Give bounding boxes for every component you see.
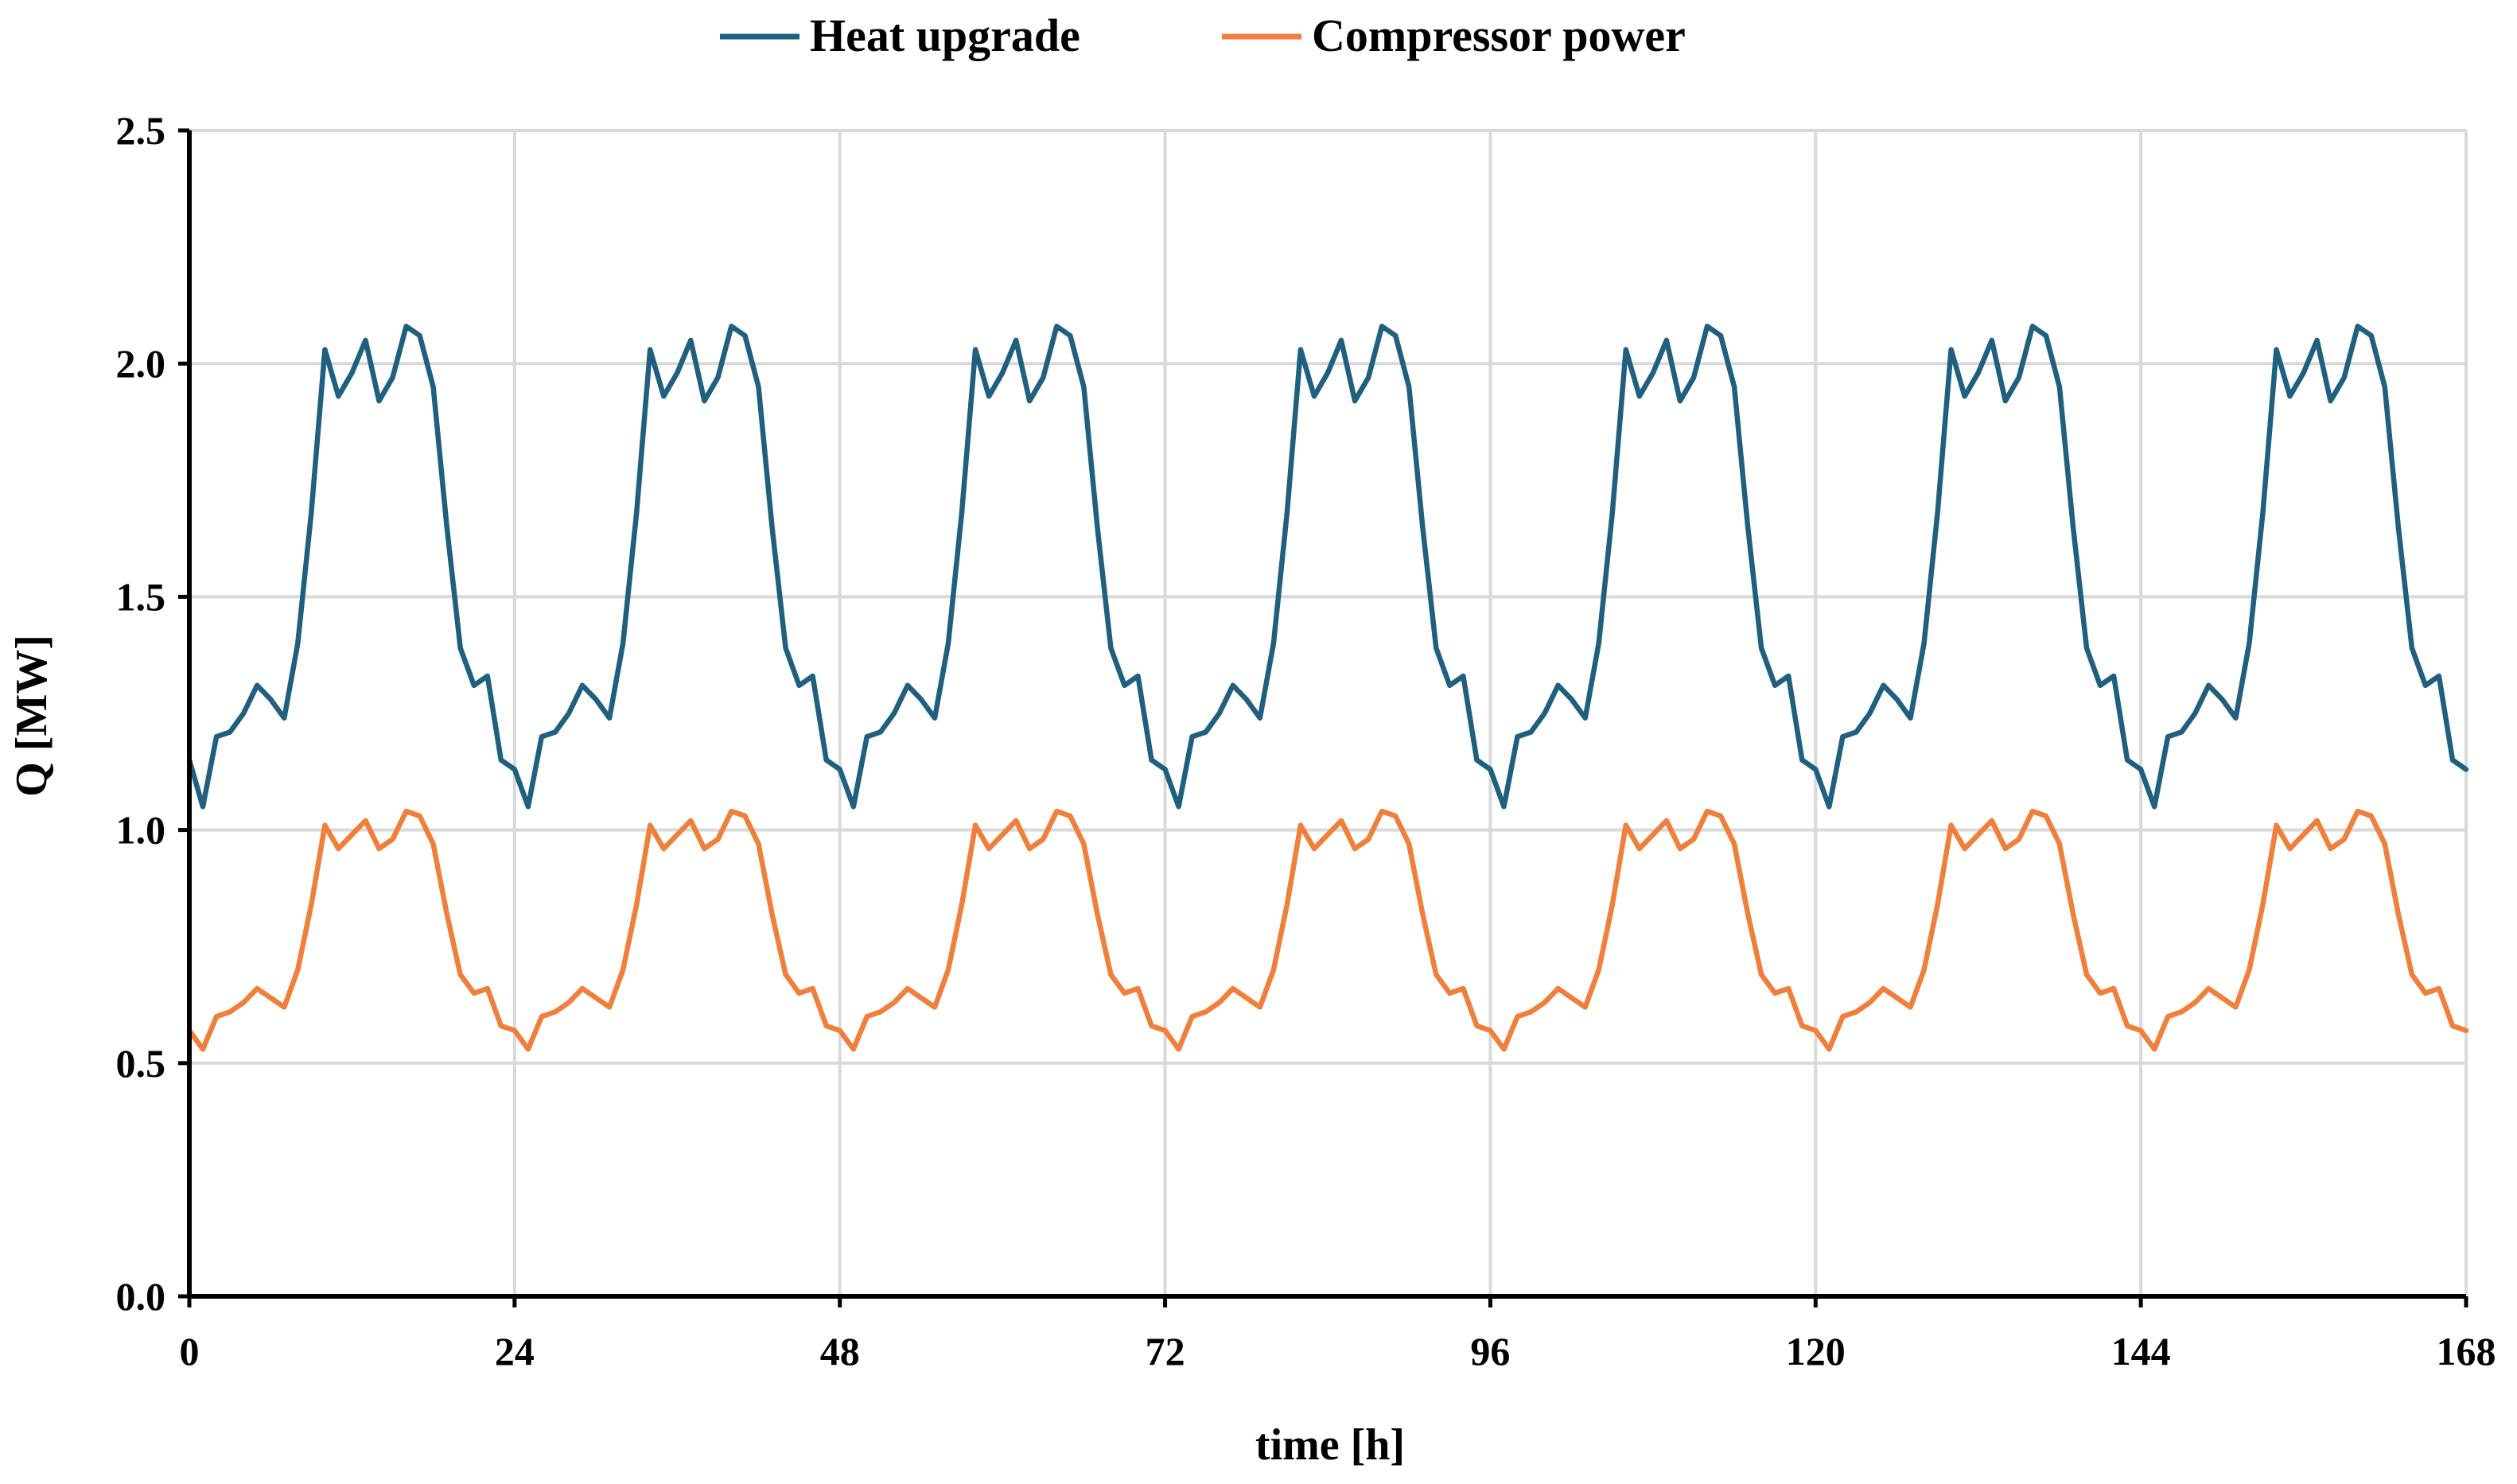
x-tick-label: 144 <box>2111 1329 2171 1373</box>
tick-labels: 0.0 0.5 1.0 1.5 2.0 2.5 0 24 48 72 96 120 144 168 <box>116 108 2496 1373</box>
y-tick-label: 0.0 <box>116 1274 166 1319</box>
legend-label-heat-upgrade: Heat upgrade <box>810 10 1080 61</box>
y-tick-label: 0.5 <box>116 1041 166 1086</box>
x-tick-label: 168 <box>2437 1329 2496 1373</box>
x-axis-title: time [h] <box>1255 1420 1405 1470</box>
axes <box>178 128 2468 1307</box>
x-tick-label: 96 <box>1470 1329 1510 1373</box>
y-tick-label: 2.0 <box>116 341 166 386</box>
series-line-heat-upgrade <box>186 324 2469 810</box>
legend-label-compressor-power: Compressor power <box>1312 10 1686 61</box>
series-line-compressor-power <box>186 808 2469 1052</box>
legend: Heat upgrade Compressor power <box>720 10 1686 61</box>
y-axis-title: Q [MW] <box>7 635 56 797</box>
x-tick-label: 72 <box>1146 1329 1185 1373</box>
y-tick-label: 1.5 <box>116 574 166 619</box>
x-tick-label: 120 <box>1786 1329 1846 1373</box>
y-tick-label: 1.0 <box>116 808 166 853</box>
x-tick-label: 24 <box>495 1329 535 1373</box>
gridlines <box>189 129 2468 1296</box>
series-lines <box>186 324 2469 1052</box>
x-tick-label: 0 <box>180 1329 200 1373</box>
x-tick-label: 48 <box>820 1329 860 1373</box>
y-tick-label: 2.5 <box>116 108 166 153</box>
